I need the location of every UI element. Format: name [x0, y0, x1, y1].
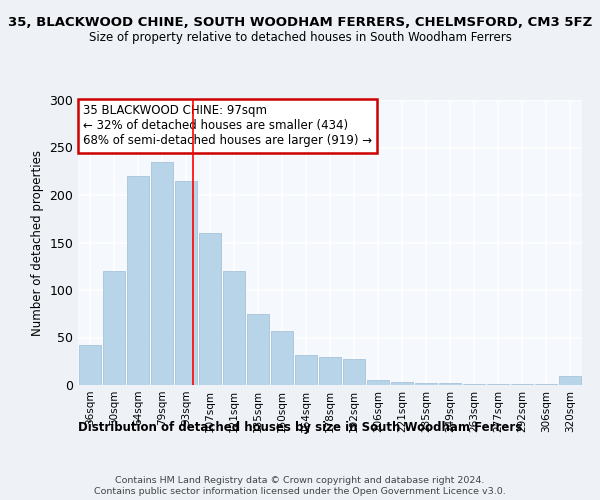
- Bar: [223, 271, 245, 385]
- Bar: [319, 356, 341, 385]
- Text: Distribution of detached houses by size in South Woodham Ferrers: Distribution of detached houses by size …: [78, 421, 522, 434]
- Bar: [463, 384, 485, 385]
- Bar: [367, 380, 389, 385]
- Bar: [271, 331, 293, 385]
- Bar: [103, 271, 125, 385]
- Bar: [343, 360, 365, 385]
- Bar: [487, 384, 509, 385]
- Bar: [79, 345, 101, 385]
- Bar: [535, 384, 557, 385]
- Bar: [127, 176, 149, 385]
- Bar: [175, 180, 197, 385]
- Bar: [511, 384, 533, 385]
- Text: Contains HM Land Registry data © Crown copyright and database right 2024.: Contains HM Land Registry data © Crown c…: [115, 476, 485, 485]
- Text: Size of property relative to detached houses in South Woodham Ferrers: Size of property relative to detached ho…: [89, 31, 511, 44]
- Text: 35 BLACKWOOD CHINE: 97sqm
← 32% of detached houses are smaller (434)
68% of semi: 35 BLACKWOOD CHINE: 97sqm ← 32% of detac…: [83, 104, 372, 148]
- Bar: [391, 382, 413, 385]
- Text: 35, BLACKWOOD CHINE, SOUTH WOODHAM FERRERS, CHELMSFORD, CM3 5FZ: 35, BLACKWOOD CHINE, SOUTH WOODHAM FERRE…: [8, 16, 592, 29]
- Y-axis label: Number of detached properties: Number of detached properties: [31, 150, 44, 336]
- Text: Contains public sector information licensed under the Open Government Licence v3: Contains public sector information licen…: [94, 488, 506, 496]
- Bar: [559, 376, 581, 385]
- Bar: [295, 354, 317, 385]
- Bar: [415, 383, 437, 385]
- Bar: [247, 314, 269, 385]
- Bar: [151, 162, 173, 385]
- Bar: [199, 233, 221, 385]
- Bar: [439, 383, 461, 385]
